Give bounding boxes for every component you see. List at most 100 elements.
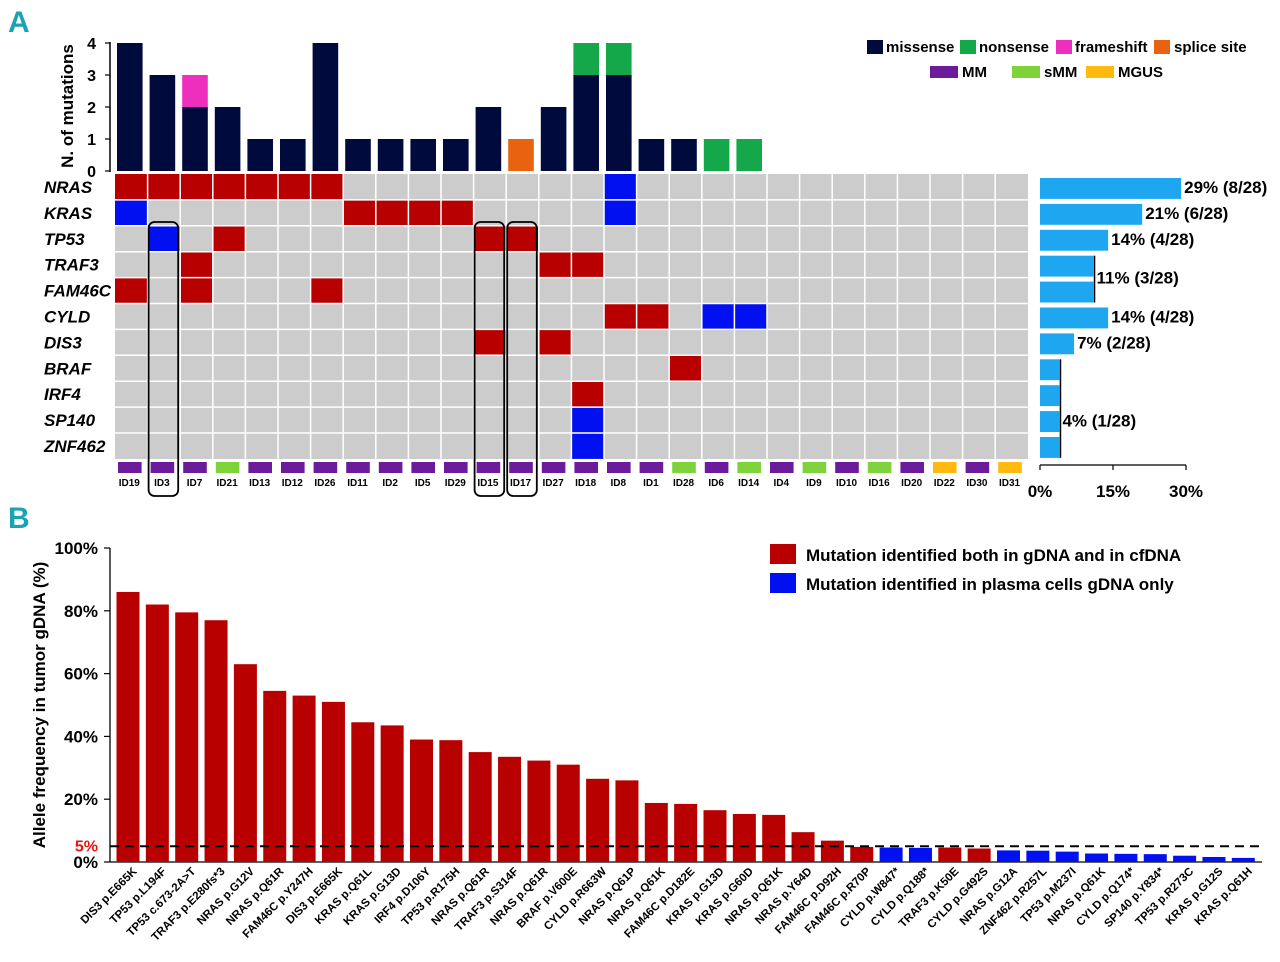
histogram-bar-missense — [312, 43, 339, 171]
sample-group-bar — [672, 462, 696, 473]
matrix-cell-red — [212, 174, 246, 200]
legend-splice-label: splice site — [1174, 39, 1247, 56]
matrix-cell-red — [473, 225, 507, 252]
histogram-bar-missense — [443, 139, 469, 171]
allele-frequency-bar — [908, 847, 932, 862]
legend-nonsense-swatch — [960, 40, 976, 54]
sample-id-label: ID28 — [673, 478, 695, 489]
gene-frequency-bar — [1040, 229, 1109, 251]
legend-mm-swatch — [930, 66, 958, 78]
sample-id-label: ID18 — [575, 478, 597, 489]
histogram-bar-missense — [214, 107, 241, 171]
sample-id-label: ID5 — [415, 478, 431, 489]
allele-frequency-chart: Allele frequency in tumor gDNA (%) 0% 20%… — [30, 539, 1262, 944]
sample-id-label: ID11 — [347, 478, 368, 489]
allele-frequency-bar — [351, 722, 375, 862]
allele-frequency-tick-label: 40% — [64, 727, 98, 746]
gene-frequency-chart: 29% (8/28) 21% (6/28) 14% (4/28) 11% (3/28)… — [1028, 178, 1267, 501]
allele-frequency-bar — [145, 604, 169, 862]
sample-id-label: ID26 — [314, 478, 336, 489]
sample-id-label: ID6 — [708, 478, 724, 489]
allele-frequency-bar — [1143, 854, 1167, 862]
legend-nonsense-label: nonsense — [979, 39, 1049, 56]
gene-frequency-label: 11% (3/28) — [1097, 269, 1179, 288]
matrix-cell-red — [310, 277, 344, 304]
histogram-tick-label: 2 — [87, 100, 96, 117]
gene-frequency-label: 14% (4/28) — [1111, 308, 1194, 327]
mutation-count-axis-title: N. of mutations — [58, 44, 77, 168]
allele-frequency-bar — [1202, 856, 1226, 862]
gene-frequency-label: 4% (1/28) — [1062, 411, 1136, 430]
matrix-cell-red — [212, 225, 246, 252]
sample-group-bar — [770, 462, 794, 473]
histogram-bar-missense — [638, 139, 665, 171]
allele-frequency-bar — [586, 778, 610, 862]
gene-frequency-bar — [1040, 203, 1143, 225]
sample-group-bar — [574, 462, 598, 473]
gene-frequency-bar — [1040, 255, 1094, 277]
sample-group-bar — [248, 462, 272, 473]
legend-mgus-swatch — [1086, 66, 1114, 78]
oncoprint-matrix: NRAS KRAS TP53 TRAF3 FAM46C CYLD DIS3 BRAF IRF4 S… — [43, 174, 1028, 497]
gene-frequency-bar — [1040, 411, 1060, 432]
histogram-bar-missense — [149, 75, 176, 171]
sample-group-bar — [378, 462, 403, 473]
allele-frequency-bar — [1026, 850, 1050, 862]
allele-frequency-bar — [644, 802, 668, 862]
matrix-cell-blue — [571, 433, 604, 459]
gene-frequency-bar — [1040, 437, 1060, 458]
five-percent-threshold-label: 5% — [75, 838, 98, 855]
sample-group-bar — [998, 462, 1022, 473]
sample-group-bar — [802, 462, 827, 473]
allele-frequency-bar — [116, 591, 140, 862]
matrix-cell-red — [343, 199, 376, 226]
gene-label: IRF4 — [44, 385, 81, 404]
sample-group-bar — [639, 462, 664, 473]
allele-frequency-tick-label: 100% — [55, 539, 98, 558]
allele-frequency-bar — [615, 780, 639, 862]
legend-gdna-only-label: Mutation identified in plasma cells gDNA… — [806, 575, 1174, 594]
legend-mm-label: MM — [962, 64, 987, 81]
sample-group-bar — [476, 462, 501, 473]
histogram-bar-missense — [671, 139, 697, 171]
legend-gdna-only-swatch — [770, 573, 796, 593]
matrix-cell-blue — [734, 303, 767, 330]
allele-frequency-bar — [233, 664, 257, 862]
sample-id-label: ID14 — [738, 478, 760, 489]
histogram-bar-missense — [280, 139, 306, 171]
matrix-cell-blue — [701, 303, 735, 330]
sample-group-bar — [867, 462, 892, 473]
allele-frequency-bar — [879, 847, 903, 862]
sample-group-bar — [215, 462, 240, 473]
matrix-cell-red — [669, 355, 702, 382]
matrix-cell-red — [571, 251, 604, 278]
matrix-cell-red — [115, 174, 148, 200]
allele-frequency-bar — [1173, 855, 1197, 862]
sample-group-bar — [313, 462, 338, 473]
legend-smm-swatch — [1012, 66, 1040, 78]
gene-label: BRAF — [44, 359, 92, 378]
histogram-bar-missense — [247, 139, 273, 171]
matrix-cell-blue — [115, 199, 148, 226]
matrix-cell-red — [408, 199, 441, 226]
histogram-tick-label: 0 — [87, 164, 96, 181]
histogram-bar-missense — [540, 107, 567, 171]
sample-group-bar — [346, 462, 370, 473]
allele-frequency-bar — [263, 690, 287, 862]
histogram-bar-missense — [573, 75, 599, 171]
gene-frequency-label: 21% (6/28) — [1145, 204, 1228, 223]
allele-frequency-bar — [1055, 851, 1079, 862]
sample-group-bar — [835, 462, 859, 473]
sample-id-label: ID8 — [611, 478, 627, 489]
matrix-cell-red — [115, 277, 148, 304]
matrix-cell-red — [441, 199, 474, 226]
matrix-cell-red — [147, 174, 181, 200]
histogram-bar-missense — [345, 139, 371, 171]
sample-group-bar — [933, 462, 957, 473]
gene-label: DIS3 — [44, 333, 82, 352]
allele-frequency-bar — [762, 814, 786, 862]
sample-group-bar — [183, 462, 207, 473]
allele-frequency-bar — [292, 695, 316, 862]
gene-label: CYLD — [44, 308, 90, 327]
sample-id-label: ID4 — [774, 478, 790, 489]
